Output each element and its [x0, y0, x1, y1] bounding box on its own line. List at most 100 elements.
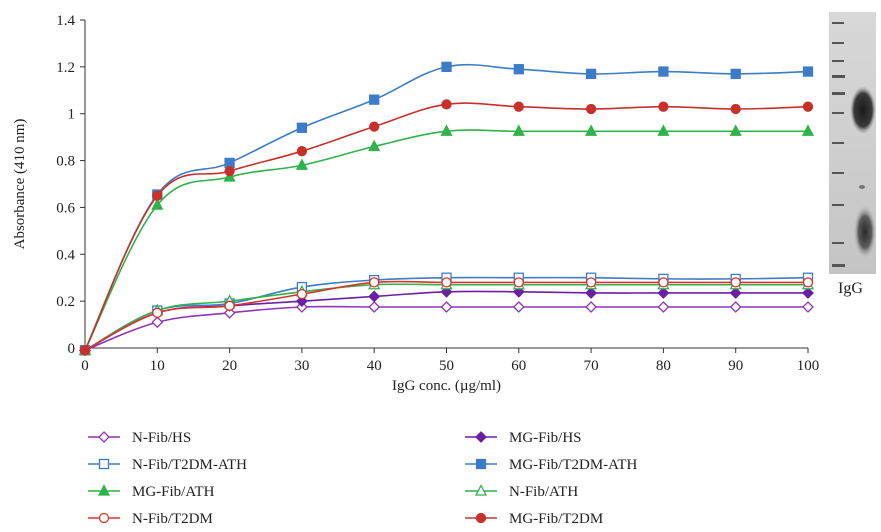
data-point [729, 301, 742, 313]
legend-item: N-Fib/T2DM-ATH [88, 457, 247, 473]
series-line [84, 102, 809, 351]
data-point [730, 277, 741, 288]
data-point [79, 345, 91, 356]
legend-label: MG-Fib/ATH [132, 484, 215, 500]
data-point [152, 307, 163, 319]
data-point [151, 198, 164, 210]
x-tick-label: 90 [728, 358, 743, 374]
y-axis-label: Absorbance (410 nm) [12, 119, 28, 250]
data-point [657, 287, 670, 299]
data-point [802, 101, 814, 112]
data-point [368, 301, 381, 313]
x-tick-label: 70 [584, 358, 599, 374]
data-point [802, 287, 814, 299]
legend-item: N-Fib/T2DM [88, 511, 213, 527]
axes: 0 0.2 0.4 0.6 0.8 1 1.2 1.4 0 10 20 30 40 50 60 70 80 90 1… [12, 13, 819, 394]
x-tick-label: 0 [81, 358, 89, 374]
data-point [802, 277, 814, 288]
legend-label: MG-Fib/T2DM [509, 511, 603, 527]
data-point [513, 101, 524, 112]
legend-swatch-marker [98, 512, 110, 524]
legend-swatch-marker [475, 512, 487, 524]
series-mg-fib-ath [78, 124, 815, 355]
y-tick-label: 1.4 [56, 13, 75, 29]
legend-item: N-Fib/HS [88, 430, 191, 446]
data-point [151, 316, 164, 329]
legend-item: MG-Fib/ATH [88, 484, 215, 500]
y-tick-label: 0.8 [56, 154, 75, 170]
western-blot-image [829, 12, 876, 274]
legend-item: N-Fib/ATH [465, 484, 578, 500]
legend-swatch-marker [98, 431, 110, 443]
data-point [513, 64, 524, 75]
data-point [730, 103, 741, 115]
data-point [368, 139, 381, 152]
legend-item: MG-Fib/T2DM [465, 511, 603, 527]
series-mg-fib-t2dm [79, 99, 814, 356]
x-tick-label: 30 [294, 358, 309, 374]
legend-label: N-Fib/HS [132, 430, 191, 446]
data-point [657, 301, 670, 313]
x-axis-label: IgG conc. (µg/ml) [392, 378, 501, 394]
blot-label: IgG [838, 280, 863, 297]
data-point [440, 124, 453, 136]
x-tick-label: 80 [656, 358, 671, 374]
y-tick-label: 1 [68, 107, 76, 123]
data-point [729, 124, 742, 136]
x-tick-label: 100 [797, 358, 820, 374]
x-tick-label: 60 [511, 358, 526, 374]
data-point [513, 277, 524, 288]
data-point [224, 300, 235, 311]
data-point [369, 121, 380, 132]
data-point [441, 61, 452, 73]
data-point [441, 99, 452, 110]
x-tick-label: 50 [439, 358, 454, 374]
data-point [295, 295, 308, 308]
y-tick-label: 0.4 [56, 247, 75, 263]
legend-label: N-Fib/T2DM-ATH [132, 457, 247, 473]
data-point [296, 288, 308, 300]
data-point [658, 66, 669, 77]
data-point [585, 103, 597, 115]
y-tick-label: 0 [68, 341, 76, 357]
data-point [296, 122, 308, 133]
series-line [84, 290, 808, 352]
data-point [729, 287, 742, 299]
data-point [730, 68, 741, 80]
series-line [84, 305, 808, 352]
legend-label: MG-Fib/HS [509, 430, 582, 446]
y-tick-label: 0.2 [56, 294, 75, 310]
legend-label: N-Fib/T2DM [132, 511, 213, 527]
data-point [585, 287, 598, 299]
series-n-fib-hs [79, 301, 814, 357]
legend-swatch-marker [474, 484, 488, 496]
y-tick-label: 1.2 [56, 60, 75, 76]
legend: N-Fib/HS MG-Fib/HS N-Fib/T2DM-ATH MG-Fib/T2… [88, 430, 638, 527]
data-point [368, 290, 381, 303]
legend-swatch-marker [97, 484, 111, 496]
data-point [224, 165, 235, 177]
data-point [512, 124, 525, 136]
data-point [369, 94, 380, 105]
data-point [441, 277, 452, 288]
data-point [585, 277, 597, 288]
data-point [585, 301, 598, 313]
series-line [84, 63, 809, 351]
data-point [802, 301, 814, 313]
data-point [658, 101, 669, 112]
data-point [658, 277, 669, 288]
data-point [369, 277, 380, 288]
series-mg-fib-hs [79, 285, 814, 357]
data-point [440, 301, 453, 313]
legend-swatch-marker [475, 431, 487, 443]
data-point [657, 124, 670, 136]
x-tick-label: 40 [367, 358, 382, 374]
data-point [152, 190, 163, 201]
data-point [223, 306, 236, 319]
series-layer [78, 61, 815, 357]
series-line [84, 129, 808, 351]
data-point [802, 66, 814, 77]
legend-swatch-marker [475, 458, 487, 470]
data-point [585, 124, 598, 136]
